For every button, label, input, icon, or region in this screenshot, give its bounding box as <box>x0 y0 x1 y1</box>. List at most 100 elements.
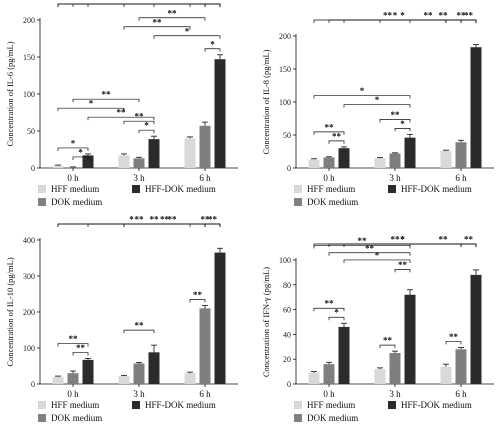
bar <box>199 125 211 168</box>
significance-bracket <box>460 243 477 247</box>
significance-label: ** <box>69 334 79 344</box>
legend-swatch <box>38 401 46 409</box>
legend-swatch <box>38 414 46 422</box>
bar <box>118 155 130 168</box>
significance-label: ** <box>439 235 449 245</box>
legend-label: DOK medium <box>51 413 102 423</box>
bar <box>308 372 320 384</box>
y-tick-label: 200 <box>23 308 35 317</box>
y-tick-label: 150 <box>23 53 35 62</box>
y-tick-label: 0 <box>287 164 291 173</box>
y-tick-label: 60 <box>283 306 291 315</box>
significance-label: ** <box>365 243 375 253</box>
significance-label: ** <box>135 321 145 331</box>
significance-bracket <box>313 245 411 249</box>
bar <box>82 155 94 168</box>
y-tick-label: 0 <box>31 164 35 173</box>
significance-bracket <box>328 252 411 256</box>
significance-label: * <box>393 11 398 21</box>
significance-label: ** <box>120 0 130 5</box>
significance-label: * <box>185 26 190 36</box>
bar <box>323 157 335 168</box>
y-axis-label: Concentration of IL-8 (pg/mL) <box>261 49 271 154</box>
x-tick-label: 0 h <box>67 173 79 183</box>
y-tick-label: 50 <box>27 127 35 136</box>
significance-label: * <box>400 119 405 129</box>
significance-label: ** <box>168 8 178 18</box>
y-tick-label: 300 <box>23 272 35 281</box>
significance-bracket <box>153 3 221 7</box>
significance-label: ** <box>150 215 160 225</box>
significance-label: * <box>137 0 142 5</box>
x-tick-label: 3 h <box>389 389 401 399</box>
significance-bracket <box>138 17 206 21</box>
legend-label: HFF-DOK medium <box>401 184 472 194</box>
y-axis-label: Concentration of IL-6 (pg/mL) <box>5 41 15 146</box>
significance-bracket <box>313 131 345 135</box>
x-tick-label: 3 h <box>133 173 145 183</box>
bar <box>389 153 401 168</box>
significance-bracket <box>445 341 462 345</box>
legend-label: HFF-DOK medium <box>401 400 472 410</box>
significance-bracket <box>138 129 155 134</box>
significance-label: ** <box>135 215 145 225</box>
legend-swatch <box>38 198 46 206</box>
bar <box>214 59 226 168</box>
significance-label: ** <box>464 11 474 21</box>
y-tick-label: 80 <box>283 281 291 290</box>
bar <box>118 376 130 384</box>
bar <box>184 138 196 168</box>
legend-swatch <box>294 198 302 206</box>
significance-bracket <box>204 223 221 227</box>
legend-swatch <box>294 414 302 422</box>
significance-bracket <box>328 316 345 321</box>
bar <box>338 148 350 168</box>
significance-label: ** <box>358 236 368 246</box>
legend-label: HFF medium <box>307 400 355 410</box>
significance-bracket <box>72 98 140 103</box>
significance-bracket <box>123 26 191 30</box>
significance-label: ** <box>208 215 218 225</box>
significance-bracket <box>379 118 411 123</box>
bar <box>404 294 416 384</box>
significance-label: * <box>334 308 339 318</box>
x-tick-label: 3 h <box>133 389 145 399</box>
legend-label: HFF medium <box>51 400 99 410</box>
significance-label: ** <box>464 235 474 245</box>
significance-label: * <box>400 235 405 245</box>
bar <box>338 326 350 384</box>
significance-bracket <box>123 329 155 334</box>
significance-bracket <box>57 147 89 151</box>
legend-swatch <box>38 185 46 193</box>
x-tick-label: 6 h <box>455 389 467 399</box>
legend-label: HFF medium <box>307 184 355 194</box>
significance-label: * <box>78 147 83 157</box>
x-tick-label: 6 h <box>199 173 211 183</box>
significance-bracket <box>394 269 411 273</box>
y-tick-label: 200 <box>279 32 291 41</box>
bar <box>440 150 452 168</box>
significance-label: * <box>400 11 405 21</box>
bar <box>389 353 401 384</box>
x-tick-label: 6 h <box>199 389 211 399</box>
legend-label: DOK medium <box>307 197 358 207</box>
legend-label: HFF-DOK medium <box>145 400 216 410</box>
significance-bracket <box>189 299 206 303</box>
significance-label: ** <box>424 11 434 21</box>
legend-label: HFF-DOK medium <box>145 184 216 194</box>
y-tick-label: 100 <box>23 90 35 99</box>
significance-label: * <box>400 235 405 245</box>
legend-swatch <box>388 185 396 193</box>
bar <box>52 376 64 384</box>
y-tick-label: 40 <box>283 330 291 339</box>
legend-label: DOK medium <box>307 413 358 423</box>
legend-swatch <box>388 401 396 409</box>
significance-bracket <box>72 352 89 356</box>
bar <box>308 159 320 168</box>
bar <box>148 139 160 168</box>
significance-label: ** <box>439 11 449 21</box>
bar <box>440 366 452 384</box>
legend-label: HFF medium <box>51 184 99 194</box>
y-tick-label: 100 <box>279 98 291 107</box>
